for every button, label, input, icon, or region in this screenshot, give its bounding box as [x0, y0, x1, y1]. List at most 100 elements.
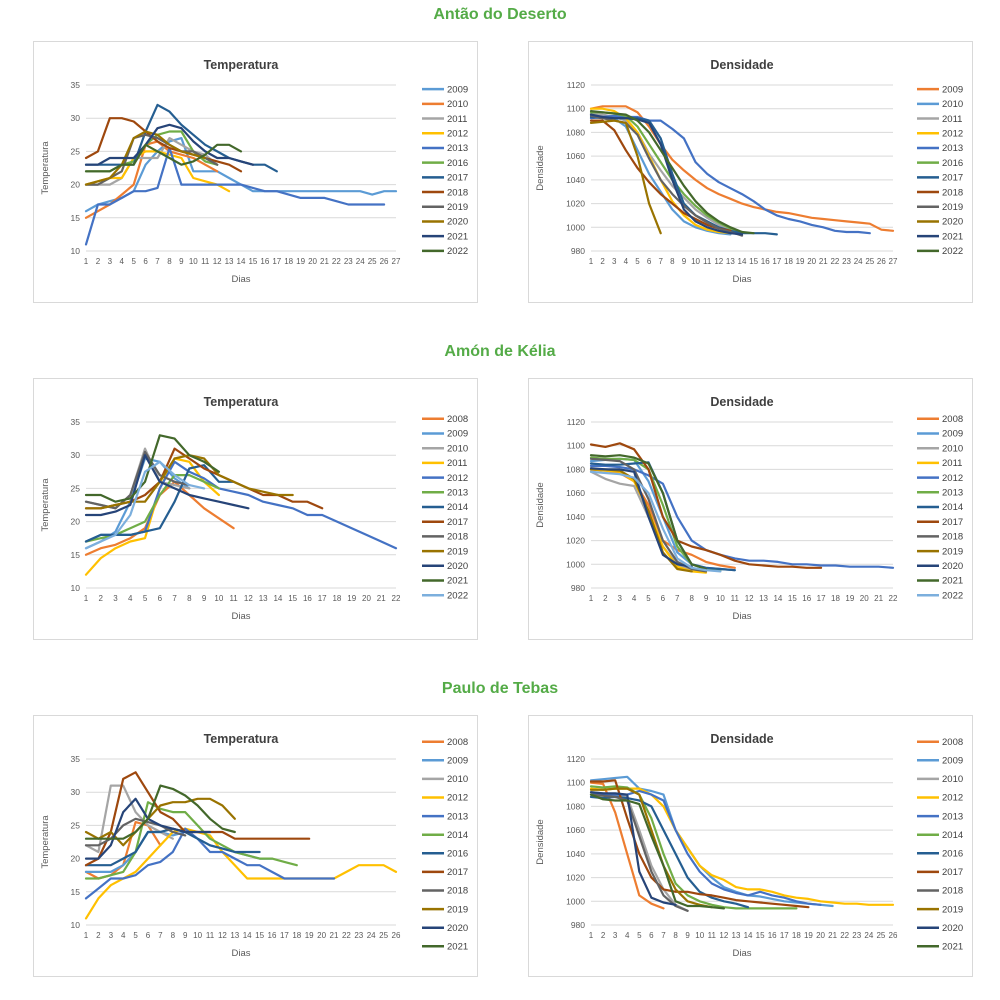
x-tick-label: 17 [272, 257, 281, 266]
x-tick-label: 18 [284, 257, 293, 266]
legend-label-2013: 2013 [447, 143, 468, 154]
legend-label-2021: 2021 [447, 576, 468, 587]
x-tick-label: 14 [738, 257, 747, 266]
x-tick-label: 26 [392, 931, 401, 940]
legend-label-2018: 2018 [447, 886, 468, 897]
x-axis-title: Dias [732, 611, 751, 622]
y-tick-label: 10 [71, 920, 81, 930]
x-tick-label: 3 [613, 931, 618, 940]
legend-label-2010: 2010 [447, 443, 468, 454]
series-line-2008 [589, 781, 665, 910]
x-tick-label: 3 [108, 257, 113, 266]
y-tick-label: 980 [571, 920, 585, 930]
x-tick-label: 23 [842, 257, 851, 266]
y-tick-label: 35 [71, 417, 81, 427]
legend-label-2022: 2022 [942, 246, 963, 257]
x-tick-label: 2 [601, 931, 606, 940]
x-tick-label: 20 [816, 931, 825, 940]
section-title: Amón de Kélia [444, 343, 556, 360]
series-line-2014 [84, 464, 235, 543]
series-line-2017 [589, 779, 810, 909]
legend-label-2008: 2008 [447, 414, 468, 425]
legend-label-2012: 2012 [447, 128, 468, 139]
x-tick-label: 14 [773, 594, 782, 603]
x-tick-label: 11 [206, 931, 215, 940]
y-tick-label: 1020 [566, 536, 585, 546]
series-line-2019 [589, 787, 713, 909]
legend-label-2022: 2022 [447, 590, 468, 601]
x-tick-label: 23 [852, 931, 861, 940]
x-tick-label: 10 [193, 931, 202, 940]
legend-label-2009: 2009 [942, 756, 963, 767]
series-line-2022 [84, 143, 243, 173]
legend-label-2012: 2012 [447, 473, 468, 484]
series-line-2020 [589, 119, 662, 235]
series-line-2020 [84, 797, 212, 860]
legend-label-2020: 2020 [447, 923, 468, 934]
legend-label-2016: 2016 [447, 849, 468, 860]
y-tick-label: 15 [71, 550, 81, 560]
densidade-chart-panel: 980 1000 1020 1040 1060 1080 1100 1120 1 2 3 4 5 6 7 8 9… [528, 378, 973, 640]
legend-label-2019: 2019 [942, 202, 963, 213]
x-tick-label: 17 [280, 931, 289, 940]
x-tick-label: 6 [649, 931, 654, 940]
legend-label-2018: 2018 [447, 532, 468, 543]
x-tick-label: 9 [179, 257, 184, 266]
x-tick-label: 3 [113, 594, 118, 603]
legend-label-2012: 2012 [942, 473, 963, 484]
x-tick-label: 26 [380, 257, 389, 266]
x-tick-label: 18 [792, 931, 801, 940]
x-tick-label: 7 [661, 931, 666, 940]
x-tick-label: 6 [661, 594, 666, 603]
y-tick-label: 25 [71, 483, 81, 493]
series-line-2020 [84, 130, 207, 186]
temperatura-chart-panel: 10 15 20 25 30 35 1 2 3 4 5 6 7 8 9 10 11 12 13 14 15 16 17 18 1… [33, 41, 478, 303]
legend-label-2022: 2022 [447, 246, 468, 257]
x-tick-label: 9 [202, 594, 207, 603]
series-line-2008 [84, 480, 235, 556]
x-tick-label: 27 [392, 257, 401, 266]
x-tick-label: 19 [845, 594, 854, 603]
x-tick-label: 22 [342, 931, 351, 940]
legend-label-2008: 2008 [942, 414, 963, 425]
x-tick-label: 3 [109, 931, 114, 940]
x-tick-label: 4 [128, 594, 133, 603]
series-line-2021 [84, 784, 236, 840]
x-tick-label: 11 [229, 594, 238, 603]
series-line-2011 [589, 468, 708, 574]
x-tick-label: 22 [830, 257, 839, 266]
x-tick-label: 5 [143, 594, 148, 603]
x-tick-label: 22 [392, 594, 401, 603]
x-tick-label: 5 [131, 257, 136, 266]
x-tick-label: 7 [155, 257, 160, 266]
legend-label-2020: 2020 [447, 217, 468, 228]
series-line-2018 [589, 793, 689, 912]
x-tick-label: 12 [244, 594, 253, 603]
x-tick-label: 8 [670, 257, 675, 266]
x-tick-label: 2 [96, 257, 101, 266]
x-tick-label: 2 [99, 594, 104, 603]
y-tick-label: 1020 [566, 873, 585, 883]
legend-label-2012: 2012 [447, 793, 468, 804]
x-tick-label: 10 [189, 257, 198, 266]
x-tick-label: 17 [772, 257, 781, 266]
legend-label-2016: 2016 [942, 158, 963, 169]
legend-label-2010: 2010 [447, 774, 468, 785]
x-tick-label: 4 [121, 931, 126, 940]
x-tick-label: 14 [744, 931, 753, 940]
y-tick-label: 980 [571, 583, 585, 593]
x-tick-label: 12 [719, 931, 728, 940]
x-tick-label: 8 [167, 257, 172, 266]
x-tick-label: 12 [714, 257, 723, 266]
y-tick-label: 1120 [567, 80, 586, 90]
x-tick-label: 12 [218, 931, 227, 940]
series-line-2021 [84, 434, 220, 503]
series-line-2012 [84, 827, 398, 920]
series-line-2022 [84, 460, 206, 550]
x-tick-label: 12 [213, 257, 222, 266]
series-line-2012 [589, 464, 895, 569]
legend-label-2017: 2017 [447, 173, 468, 184]
densidade-chart-panel: 980 1000 1020 1040 1060 1080 1100 1120 1 2 3 4 5 6 7 8 9… [528, 41, 973, 303]
x-tick-label: 15 [288, 594, 297, 603]
